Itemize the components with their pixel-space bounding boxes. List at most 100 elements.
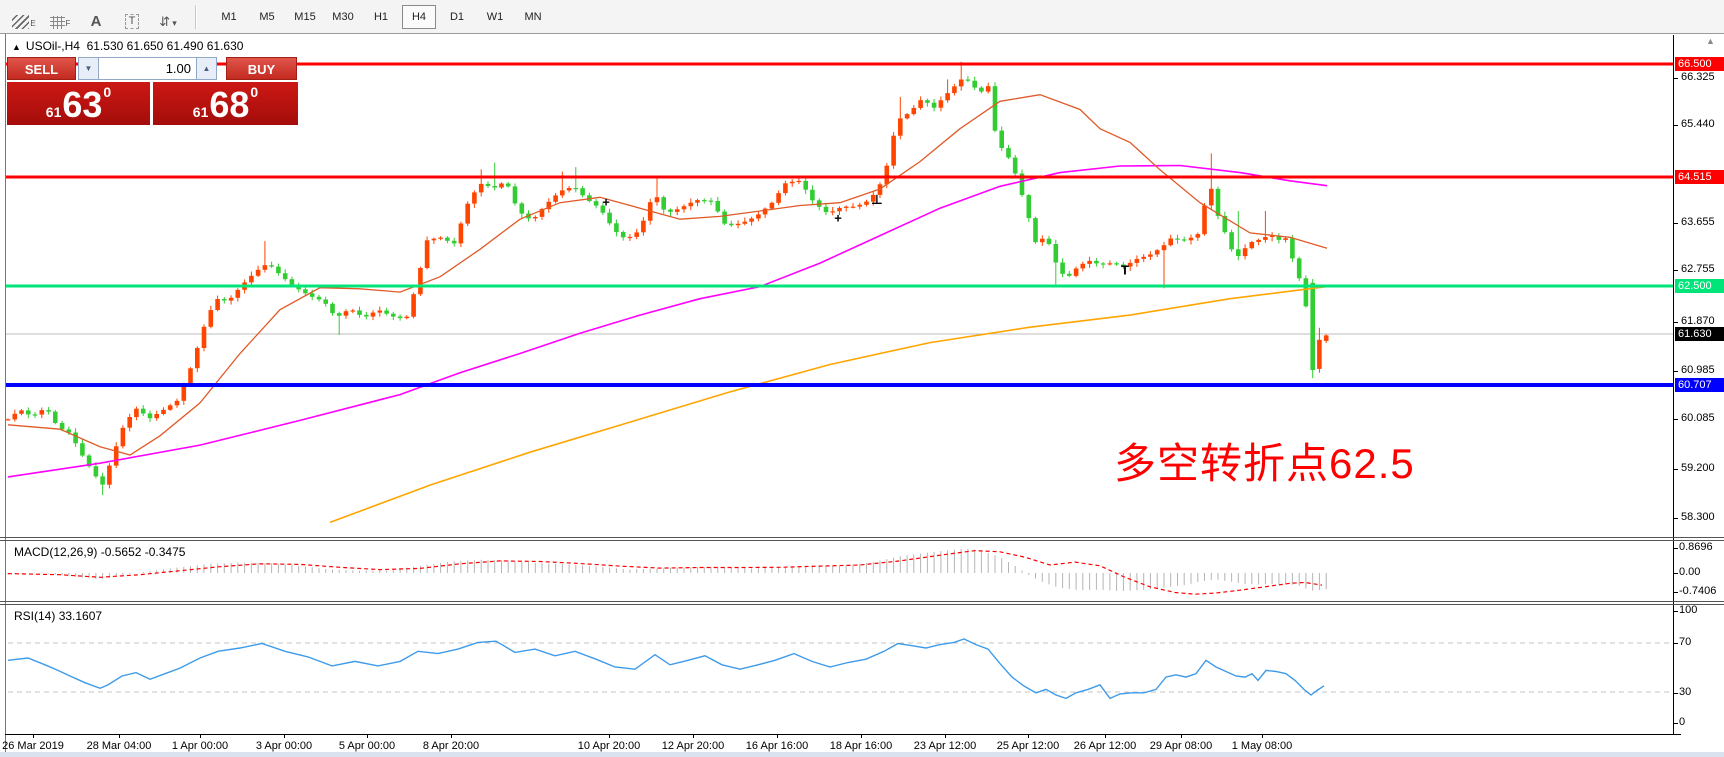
- time-tick-label: 12 Apr 20:00: [661, 740, 725, 752]
- volume-input[interactable]: 1.00: [99, 57, 196, 80]
- toolbar: E F A T ⇵ ▾ M1 M5 M15 M30 H1 H4 D1 W1 MN: [0, 0, 1724, 34]
- price-tick: [1673, 223, 1678, 224]
- price-line-badge: 60.707: [1675, 378, 1724, 392]
- rsi-tick-label: 0: [1679, 716, 1686, 728]
- rsi-line: [7, 638, 1325, 700]
- timeframe-button-m1[interactable]: M1: [221, 10, 237, 23]
- macd-histogram: [7, 548, 1327, 591]
- ohlc-values: 61.530 61.650 61.490 61.630: [86, 39, 244, 53]
- price-tick: [1673, 78, 1678, 79]
- price-tick: [1673, 371, 1678, 372]
- one-click-trading-panel: SELL ▼ 1.00 ▲ BUY 61 63 0 61 68 0: [7, 57, 298, 125]
- pane-separator[interactable]: [0, 604, 1724, 605]
- sell-button[interactable]: SELL: [7, 57, 76, 80]
- price-axis-line: [1673, 35, 1674, 734]
- time-tick-label: 1 May 08:00: [1231, 740, 1293, 752]
- chart-left-border: [5, 34, 6, 752]
- symbol-info-bar: ▲ USOil-,H4 61.530 61.650 61.490 61.630: [12, 39, 243, 53]
- sell-price-prefix: 61: [45, 104, 62, 120]
- volume-increase-button[interactable]: ▲: [196, 57, 217, 80]
- rsi-tick: [1673, 643, 1678, 644]
- text-box-icon[interactable]: T: [116, 5, 148, 29]
- time-tick-label: 25 Apr 12:00: [996, 740, 1060, 752]
- buy-price-sup: 0: [250, 84, 259, 100]
- volume-decrease-button[interactable]: ▼: [78, 57, 99, 80]
- rsi-value: 33.1607: [58, 609, 103, 623]
- time-tick: [609, 734, 610, 738]
- price-line-badge: 61.630: [1675, 327, 1724, 341]
- timeframe-button-d1[interactable]: D1: [449, 10, 465, 23]
- text-object-anchor[interactable]: T: [1121, 262, 1129, 278]
- price-tick-label: 66.325: [1681, 71, 1715, 83]
- pane-separator[interactable]: [0, 540, 1724, 541]
- rsi-tick-label: 100: [1679, 604, 1698, 616]
- timeframe-button-h4[interactable]: H4: [402, 4, 436, 29]
- timeframe-button-m30[interactable]: M30: [332, 10, 354, 23]
- toolbar-separator: [195, 4, 197, 29]
- crosshair-marker[interactable]: +: [602, 194, 610, 210]
- cross-marker[interactable]: +: [834, 210, 842, 226]
- chart-shift-icon[interactable]: ▲: [1706, 36, 1715, 46]
- anchor-marker[interactable]: ⊥: [871, 192, 883, 207]
- price-tick: [1673, 419, 1678, 420]
- rsi-tick-label: 70: [1679, 636, 1692, 648]
- time-tick: [1105, 734, 1106, 738]
- time-tick: [693, 734, 694, 738]
- candlestick-series: [5, 61, 1329, 495]
- rsi-tick: [1673, 723, 1678, 724]
- price-tick: [1673, 518, 1678, 519]
- ma-fast-red: [7, 94, 1328, 456]
- time-tick-label: 5 Apr 00:00: [338, 740, 396, 752]
- macd-tick-label: 0.00: [1679, 566, 1701, 578]
- macd-tick: [1673, 548, 1678, 549]
- price-tick-label: 63.655: [1681, 216, 1715, 228]
- price-tick: [1673, 469, 1678, 470]
- price-tick-label: 59.200: [1681, 462, 1715, 474]
- time-tick-label: 1 Apr 00:00: [171, 740, 229, 752]
- time-axis-line: [5, 734, 1681, 735]
- text-label-icon[interactable]: A: [90, 12, 102, 30]
- pane-separator[interactable]: [0, 601, 1724, 602]
- price-tick-label: 61.870: [1681, 315, 1715, 327]
- macd-tick: [1673, 592, 1678, 593]
- price-tick-label: 62.755: [1681, 263, 1715, 275]
- chart-annotation-text: 多空转折点62.5: [1114, 440, 1415, 487]
- sell-price-display[interactable]: 61 63 0: [7, 82, 150, 125]
- buy-price-prefix: 61: [192, 104, 209, 120]
- time-tick-label: 10 Apr 20:00: [577, 740, 641, 752]
- time-tick: [119, 734, 120, 738]
- macd-tick-label: 0.8696: [1679, 541, 1713, 553]
- macd-tick: [1673, 573, 1678, 574]
- timeframe-button-h1[interactable]: H1: [373, 10, 389, 23]
- buy-button[interactable]: BUY: [226, 57, 297, 80]
- time-tick: [284, 734, 285, 738]
- time-tick-label: 26 Mar 2019: [2, 740, 64, 752]
- buy-price-display[interactable]: 61 68 0: [153, 82, 298, 125]
- arrow-objects-icon[interactable]: ⇵ ▾: [159, 13, 177, 29]
- time-tick-label: 8 Apr 20:00: [422, 740, 480, 752]
- time-tick-label: 28 Mar 04:00: [86, 740, 152, 752]
- macd-tick-label: -0.7406: [1679, 585, 1717, 597]
- pane-separator[interactable]: [0, 537, 1724, 538]
- time-tick: [1181, 734, 1182, 738]
- macd-signal-line: [7, 549, 1323, 595]
- macd-values: -0.5652 -0.3475: [100, 545, 186, 559]
- collapse-icon[interactable]: ▲: [12, 42, 21, 52]
- time-tick-label: 18 Apr 16:00: [829, 740, 893, 752]
- time-tick: [777, 734, 778, 738]
- price-line-badge: 62.500: [1675, 279, 1724, 293]
- timeframe-button-m15[interactable]: M15: [294, 10, 316, 23]
- timeframe-button-w1[interactable]: W1: [486, 10, 504, 23]
- crosshair-lines-icon[interactable]: E: [8, 5, 40, 29]
- grid-icon[interactable]: F: [44, 5, 76, 29]
- ma-slow-orange: [329, 285, 1328, 524]
- time-tick-label: 29 Apr 08:00: [1149, 740, 1213, 752]
- window-bottom-edge: [0, 752, 1724, 757]
- timeframe-button-mn[interactable]: MN: [524, 10, 542, 23]
- price-tick: [1673, 270, 1678, 271]
- price-tick-label: 60.085: [1681, 412, 1715, 424]
- symbol-title: USOil-,H4: [25, 39, 80, 53]
- price-tick: [1673, 322, 1678, 323]
- timeframe-button-m5[interactable]: M5: [259, 10, 275, 23]
